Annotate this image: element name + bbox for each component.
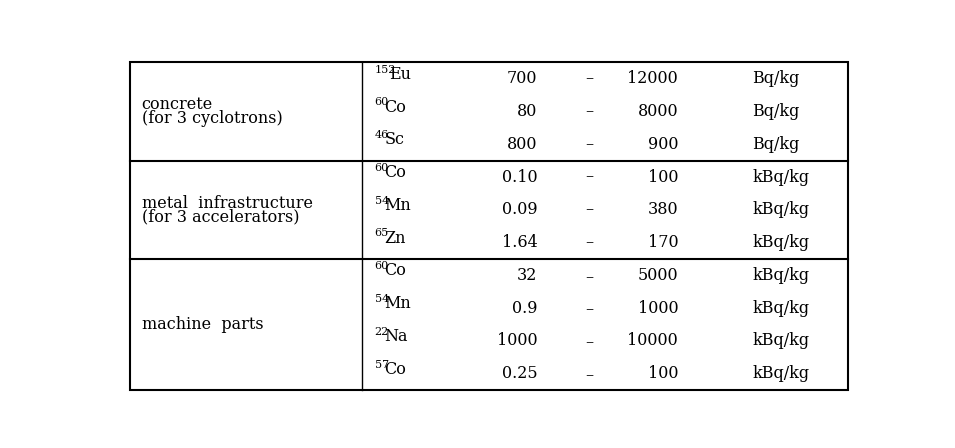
- Text: kBq/kg: kBq/kg: [753, 201, 809, 218]
- Text: 54: 54: [374, 294, 389, 304]
- Text: 22: 22: [374, 327, 389, 337]
- Text: 700: 700: [507, 70, 538, 87]
- Text: 1000: 1000: [638, 300, 678, 317]
- Text: –: –: [585, 70, 593, 87]
- Text: 60: 60: [374, 261, 389, 271]
- Text: (for 3 accelerators): (for 3 accelerators): [141, 208, 299, 225]
- Text: Mn: Mn: [384, 295, 411, 312]
- Text: kBq/kg: kBq/kg: [753, 168, 809, 185]
- Text: 0.09: 0.09: [502, 201, 538, 218]
- Text: 900: 900: [647, 136, 678, 153]
- Text: 80: 80: [518, 103, 538, 120]
- Text: 170: 170: [647, 234, 678, 251]
- Text: 0.10: 0.10: [502, 168, 538, 185]
- Text: 10000: 10000: [627, 332, 678, 349]
- Text: machine  parts: machine parts: [141, 316, 264, 333]
- Text: kBq/kg: kBq/kg: [753, 300, 809, 317]
- Text: 100: 100: [647, 168, 678, 185]
- Text: kBq/kg: kBq/kg: [753, 332, 809, 349]
- Text: Mn: Mn: [384, 197, 411, 214]
- Text: 32: 32: [518, 267, 538, 284]
- Text: kBq/kg: kBq/kg: [753, 234, 809, 251]
- Text: 0.25: 0.25: [502, 365, 538, 382]
- Text: 1000: 1000: [497, 332, 538, 349]
- Text: –: –: [585, 201, 593, 218]
- Text: 100: 100: [647, 365, 678, 382]
- Text: 152: 152: [374, 65, 396, 74]
- Text: Eu: Eu: [389, 66, 412, 83]
- Text: 65: 65: [374, 228, 389, 238]
- Text: –: –: [585, 136, 593, 153]
- Text: Bq/kg: Bq/kg: [753, 103, 799, 120]
- Text: 380: 380: [647, 201, 678, 218]
- Text: 800: 800: [507, 136, 538, 153]
- Text: –: –: [585, 302, 593, 319]
- Text: kBq/kg: kBq/kg: [753, 267, 809, 284]
- Text: Bq/kg: Bq/kg: [753, 70, 799, 87]
- Text: –: –: [585, 103, 593, 120]
- Text: 8000: 8000: [638, 103, 678, 120]
- Text: Co: Co: [384, 263, 406, 280]
- Text: Sc: Sc: [384, 131, 404, 148]
- Text: Co: Co: [384, 361, 406, 378]
- Text: 0.9: 0.9: [512, 300, 538, 317]
- Text: 60: 60: [374, 97, 389, 108]
- Text: Co: Co: [384, 164, 406, 181]
- Text: Bq/kg: Bq/kg: [753, 136, 799, 153]
- Text: metal  infrastructure: metal infrastructure: [141, 195, 312, 212]
- Text: 54: 54: [374, 196, 389, 206]
- Text: 60: 60: [374, 163, 389, 173]
- Text: –: –: [585, 367, 593, 384]
- Text: –: –: [585, 168, 593, 185]
- Text: –: –: [585, 334, 593, 351]
- Text: concrete: concrete: [141, 96, 213, 113]
- Text: Co: Co: [384, 99, 406, 116]
- Text: Zn: Zn: [384, 230, 406, 247]
- Text: 12000: 12000: [627, 70, 678, 87]
- Text: (for 3 cyclotrons): (for 3 cyclotrons): [141, 110, 283, 127]
- Text: kBq/kg: kBq/kg: [753, 365, 809, 382]
- Text: 46: 46: [374, 130, 389, 140]
- Text: 5000: 5000: [638, 267, 678, 284]
- Text: –: –: [585, 269, 593, 286]
- Text: Na: Na: [384, 328, 408, 345]
- Text: 57: 57: [374, 359, 389, 370]
- Text: 1.64: 1.64: [501, 234, 538, 251]
- Text: –: –: [585, 234, 593, 251]
